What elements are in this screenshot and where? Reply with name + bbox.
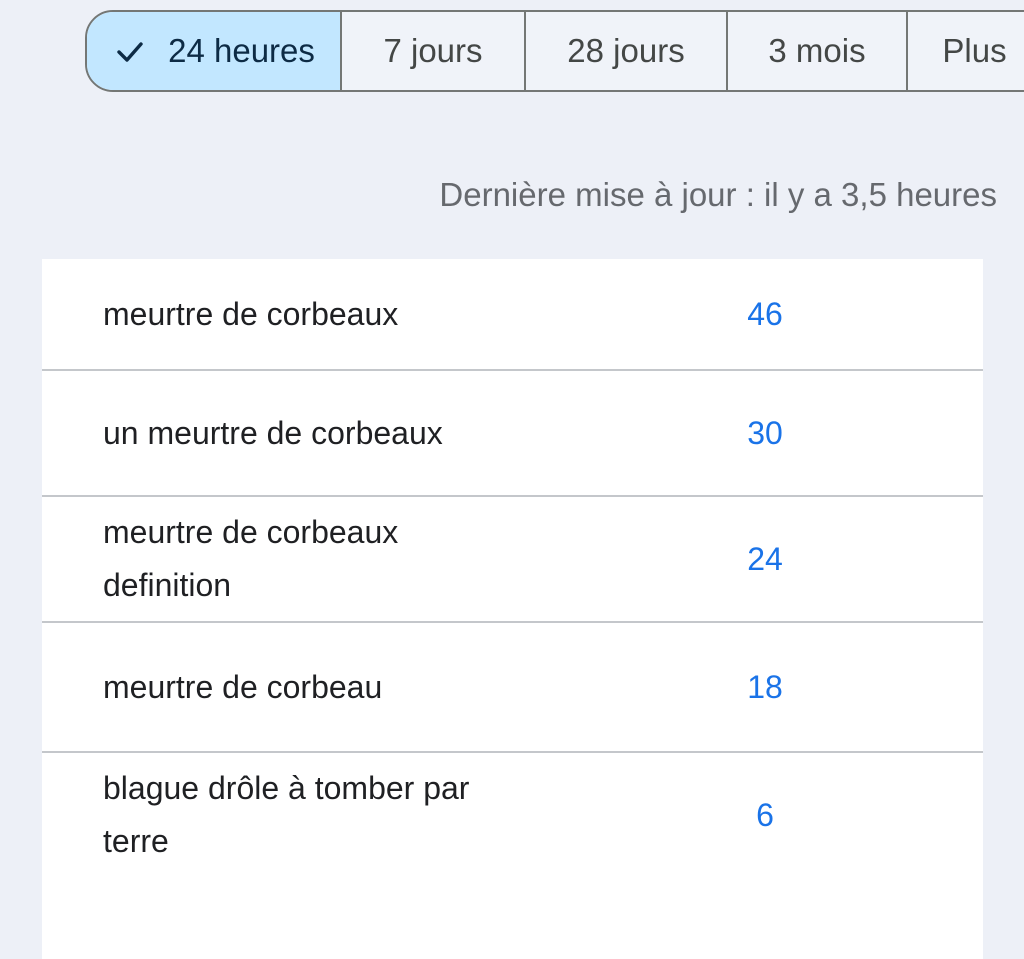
query-term: blague drôle à tomber par terre (103, 770, 470, 859)
query-term: meurtre de corbeaux definition (103, 514, 399, 603)
query-term: un meurtre de corbeaux (103, 414, 443, 451)
table-row: meurtre de corbeaux definition 24 (42, 495, 983, 621)
tab-28-jours[interactable]: 28 jours (524, 12, 726, 90)
tab-label: 24 heures (168, 32, 315, 69)
query-count[interactable]: 6 (756, 796, 774, 833)
table-row: blague drôle à tomber par terre 6 (42, 751, 983, 877)
query-table: meurtre de corbeaux 46 un meurtre de cor… (42, 259, 983, 959)
last-updated-text: Dernière mise à jour : il y a 3,5 heures (439, 176, 997, 213)
table-row: meurtre de corbeau 18 (42, 621, 983, 751)
query-term: meurtre de corbeaux (103, 295, 399, 332)
tab-label: Plus (942, 32, 1007, 69)
time-range-filter: 24 heures 7 jours 28 jours 3 mois Plus (85, 10, 1024, 92)
tab-3-mois[interactable]: 3 mois (726, 12, 906, 90)
query-count[interactable]: 24 (747, 540, 783, 577)
query-count[interactable]: 46 (747, 295, 783, 332)
tab-label: 7 jours (383, 32, 483, 69)
check-icon (112, 33, 148, 69)
tab-label: 28 jours (567, 32, 685, 69)
query-term: meurtre de corbeau (103, 668, 383, 705)
table-row: meurtre de corbeaux 46 (42, 259, 983, 369)
tab-24-heures[interactable]: 24 heures (87, 12, 340, 90)
query-count[interactable]: 18 (747, 668, 783, 705)
tab-label: 3 mois (768, 32, 866, 69)
tab-7-jours[interactable]: 7 jours (340, 12, 524, 90)
table-row: un meurtre de corbeaux 30 (42, 369, 983, 495)
tab-plus[interactable]: Plus (906, 12, 1024, 90)
query-count[interactable]: 30 (747, 414, 783, 451)
